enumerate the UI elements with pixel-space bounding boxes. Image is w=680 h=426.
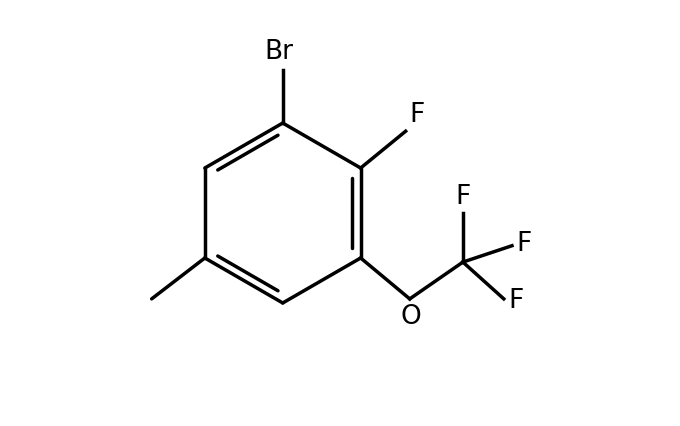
Text: F: F xyxy=(456,184,471,210)
Text: O: O xyxy=(401,304,421,330)
Text: F: F xyxy=(409,102,424,128)
Text: F: F xyxy=(516,231,531,257)
Text: Br: Br xyxy=(264,39,293,65)
Text: F: F xyxy=(508,288,523,314)
